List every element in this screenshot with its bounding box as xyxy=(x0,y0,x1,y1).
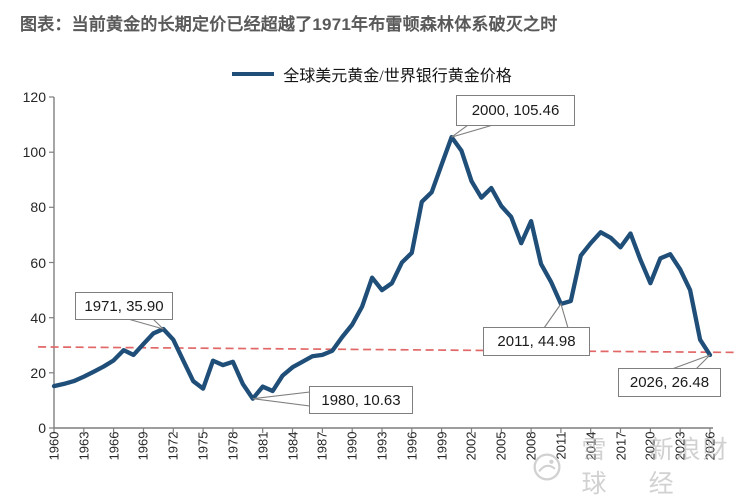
x-tick-label: 1990 xyxy=(344,431,360,461)
x-tick-label: 1969 xyxy=(135,431,151,461)
x-tick-label: 1996 xyxy=(404,431,420,461)
callout-2011: 2011, 44.98 xyxy=(483,327,590,356)
y-tick-label: 20 xyxy=(30,364,46,381)
legend-series-label: 全球美元黄金/世界银行黄金价格 xyxy=(283,68,512,85)
chart-title: 图表：当前黄金的长期定价已经超越了1971年布雷顿森林体系破灭之时 xyxy=(20,15,558,34)
x-tick-label: 1999 xyxy=(434,431,450,461)
legend: 全球美元黄金/世界银行黄金价格 xyxy=(0,64,744,85)
y-tick-label: 120 xyxy=(22,89,46,105)
y-tick-label: 60 xyxy=(30,254,46,271)
plot-area xyxy=(38,96,734,433)
x-tick-label: 2005 xyxy=(493,431,509,461)
x-tick-label: 1975 xyxy=(195,431,211,461)
legend-line-swatch xyxy=(232,72,275,76)
watermark: 雪球 新浪财经 xyxy=(532,436,744,498)
x-tick-label: 1993 xyxy=(374,431,390,461)
x-tick-label: 1963 xyxy=(76,431,92,461)
y-tick-label: 40 xyxy=(30,309,46,326)
x-tick-label: 1966 xyxy=(106,431,122,461)
y-tick-label: 80 xyxy=(30,199,46,216)
x-tick-label: 1960 xyxy=(46,431,62,461)
callout-1980: 1980, 10.63 xyxy=(309,386,413,414)
callout-2000: 2000, 105.46 xyxy=(456,95,575,126)
gold-price-chart-page: { "title": "图表：当前黄金的长期定价已经超越了1971年布雷顿森林体… xyxy=(0,15,744,498)
y-tick-label: 100 xyxy=(22,144,46,161)
x-tick-label: 1987 xyxy=(314,431,330,461)
x-tick-label: 2002 xyxy=(463,431,479,461)
x-tick-label: 1972 xyxy=(165,431,181,461)
callout-2026: 2026, 26.48 xyxy=(618,368,721,397)
x-tick-label: 1978 xyxy=(225,431,241,461)
x-tick-label: 1981 xyxy=(255,431,271,461)
watermark-brand-1: 雪球 xyxy=(581,436,609,498)
x-tick-label: 1984 xyxy=(285,431,301,461)
watermark-brand-2: 新浪财经 xyxy=(648,436,730,498)
y-tick-label: 0 xyxy=(38,420,46,436)
xueqiu-logo-icon xyxy=(533,453,561,481)
callout-1971: 1971, 35.90 xyxy=(75,292,173,320)
